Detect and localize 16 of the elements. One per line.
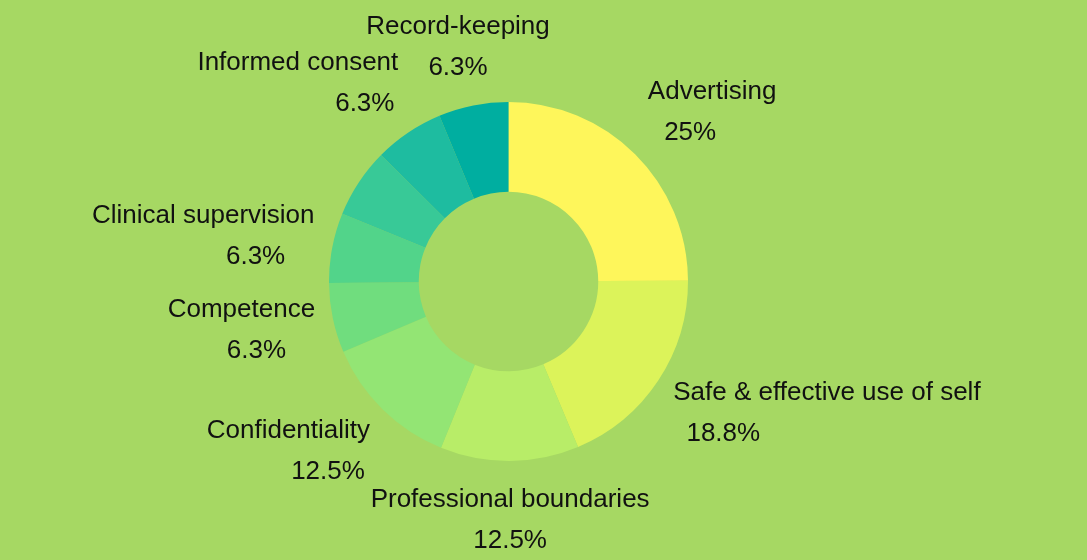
data-label: 6.3%	[226, 333, 287, 364]
data-label: 6.3%	[225, 240, 286, 271]
slice-label: Record-keeping	[366, 10, 550, 41]
slice-label: Competence	[167, 292, 316, 323]
data-label: 12.5%	[291, 455, 365, 486]
data-label: 12.5%	[473, 523, 547, 554]
slice-label: Safe & effective use of self	[673, 375, 982, 406]
slice-label: Informed consent	[197, 46, 400, 77]
slice-label: Clinical supervision	[92, 199, 315, 230]
data-label: 25%	[664, 116, 717, 147]
slice-label: Professional boundaries	[370, 482, 650, 513]
slice-label: Advertising	[647, 75, 777, 106]
data-label: 6.3%	[335, 87, 395, 118]
data-label: 6.3%	[428, 51, 488, 82]
slice-label: Confidentiality	[206, 414, 371, 445]
data-label: 18.8%	[686, 416, 761, 447]
